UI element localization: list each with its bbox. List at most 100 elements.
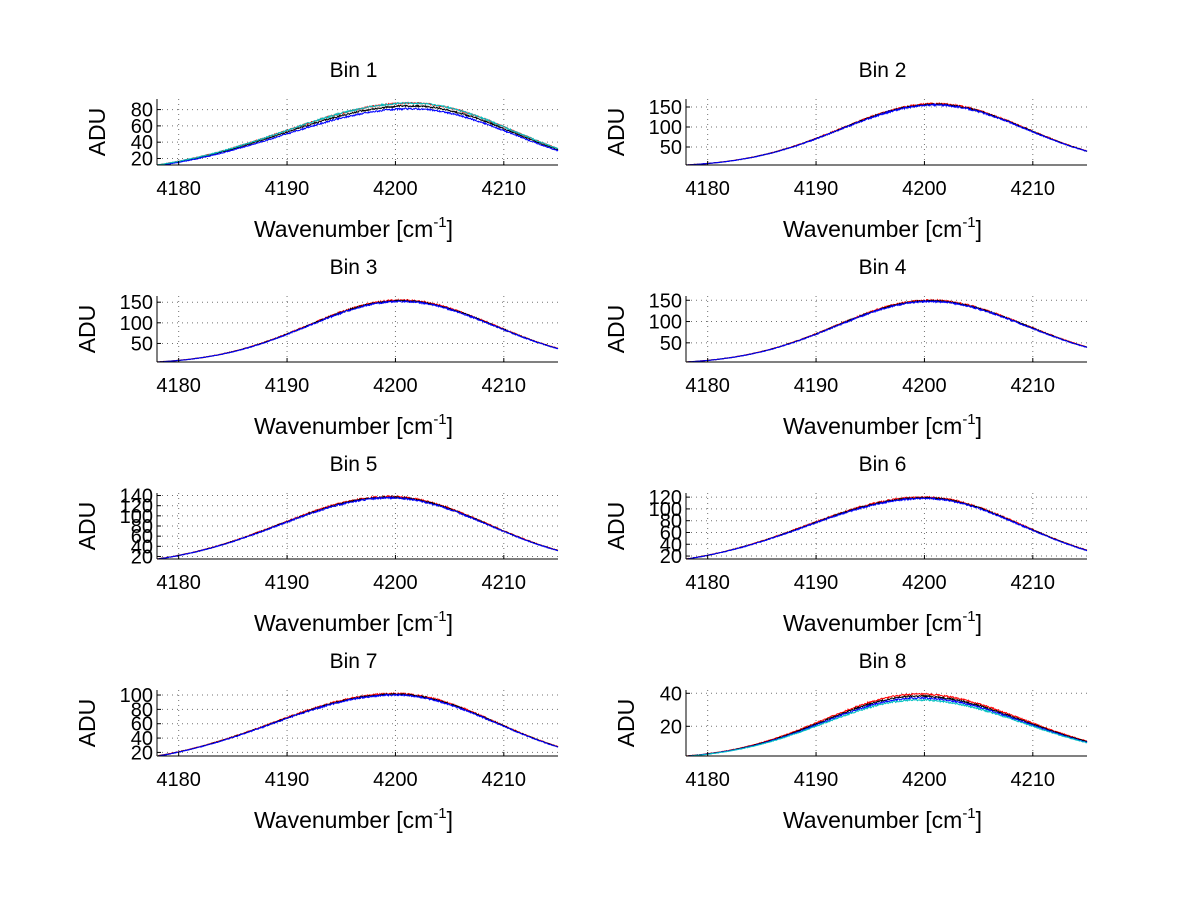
series-line-blue <box>157 693 559 757</box>
x-tick-label: 4210 <box>1011 769 1056 791</box>
x-tick-label: 4200 <box>902 178 947 200</box>
x-axis-label-close: ] <box>976 216 982 242</box>
subplot-title: Bin 1 <box>330 59 378 82</box>
x-tick-label: 4200 <box>902 375 947 397</box>
x-axis-label-close: ] <box>447 216 453 242</box>
subplot-title: Bin 5 <box>330 453 378 476</box>
series-line-black <box>157 104 559 166</box>
x-tick-label: 4190 <box>794 572 839 594</box>
x-tick-label: 4180 <box>685 572 730 594</box>
x-tick-label: 4190 <box>265 375 310 397</box>
x-axis-label-text: Wavenumber [cm <box>783 610 962 636</box>
x-axis-label-text: Wavenumber [cm <box>783 413 962 439</box>
x-axis-label-close: ] <box>976 807 982 833</box>
x-axis-label: Wavenumber [cm-1] <box>783 214 982 242</box>
y-tick-label: 120 <box>120 496 153 518</box>
series-line-blue <box>157 495 559 560</box>
y-axis-label: ADU <box>613 699 639 748</box>
x-axis-label-superscript: -1 <box>433 608 446 625</box>
x-tick-label: 4190 <box>794 375 839 397</box>
subplot-title: Bin 3 <box>330 256 378 279</box>
subplot-title: Bin 7 <box>330 650 378 673</box>
x-axis-label: Wavenumber [cm-1] <box>783 805 982 833</box>
y-tick-label: 40 <box>131 536 153 558</box>
y-tick-label: 40 <box>660 534 682 556</box>
y-axis-label: ADU <box>603 305 629 354</box>
series-line-red <box>685 692 1088 757</box>
x-tick-label: 4180 <box>685 769 730 791</box>
y-tick-label: 100 <box>120 506 153 528</box>
x-axis-label-close: ] <box>976 610 982 636</box>
y-tick-label: 80 <box>660 511 682 533</box>
x-tick-label: 4180 <box>156 178 201 200</box>
x-axis-label: Wavenumber [cm-1] <box>783 608 982 636</box>
y-tick-label: 20 <box>131 148 153 170</box>
y-tick-label: 60 <box>660 522 682 544</box>
y-tick-label: 100 <box>649 499 682 521</box>
x-tick-label: 4190 <box>794 769 839 791</box>
x-axis-label: Wavenumber [cm-1] <box>254 411 453 439</box>
y-axis-label: ADU <box>84 108 110 157</box>
x-axis-label: Wavenumber [cm-1] <box>254 805 453 833</box>
x-tick-label: 4190 <box>794 178 839 200</box>
x-tick-label: 4210 <box>482 178 527 200</box>
series-line-blue <box>685 102 1088 166</box>
subplot-title: Bin 8 <box>859 650 907 673</box>
x-tick-label: 4180 <box>156 769 201 791</box>
y-tick-label: 20 <box>660 716 682 738</box>
x-axis-label-superscript: -1 <box>962 411 975 428</box>
x-axis-label-superscript: -1 <box>433 805 446 822</box>
y-axis-label: ADU <box>74 305 100 354</box>
x-axis-label-text: Wavenumber [cm <box>783 216 962 242</box>
y-tick-label: 150 <box>649 97 682 119</box>
x-axis-label: Wavenumber [cm-1] <box>254 608 453 636</box>
x-axis-label-superscript: -1 <box>962 608 975 625</box>
y-axis-label: ADU <box>603 502 629 551</box>
y-tick-label: 20 <box>131 742 153 764</box>
x-tick-label: 4210 <box>1011 572 1056 594</box>
x-axis-label-close: ] <box>976 413 982 439</box>
y-axis-label: ADU <box>603 108 629 157</box>
x-axis-label-close: ] <box>447 807 453 833</box>
x-tick-label: 4190 <box>265 178 310 200</box>
y-tick-label: 20 <box>131 546 153 568</box>
x-tick-label: 4180 <box>685 178 730 200</box>
series-line-black <box>157 692 559 757</box>
y-tick-label: 50 <box>660 137 682 159</box>
series-line-blue <box>686 497 1088 560</box>
x-tick-label: 4210 <box>482 572 527 594</box>
y-tick-label: 40 <box>131 132 153 154</box>
x-axis-label-superscript: -1 <box>962 214 975 231</box>
y-tick-label: 40 <box>131 728 153 750</box>
x-tick-label: 4200 <box>902 572 947 594</box>
x-axis-label-text: Wavenumber [cm <box>254 413 433 439</box>
series-line-blue <box>156 299 559 363</box>
x-tick-label: 4190 <box>265 572 310 594</box>
y-tick-label: 150 <box>649 290 682 312</box>
x-tick-label: 4210 <box>1011 178 1056 200</box>
x-tick-label: 4210 <box>482 375 527 397</box>
x-axis-label-superscript: -1 <box>962 805 975 822</box>
x-axis-label: Wavenumber [cm-1] <box>783 411 982 439</box>
y-tick-label: 140 <box>120 486 153 508</box>
y-tick-label: 60 <box>131 526 153 548</box>
y-tick-label: 150 <box>120 292 153 314</box>
y-tick-label: 100 <box>120 685 153 707</box>
x-tick-label: 4190 <box>265 769 310 791</box>
y-tick-label: 60 <box>131 714 153 736</box>
series-line-blue <box>157 107 559 166</box>
x-axis-label-close: ] <box>447 610 453 636</box>
subplot-title: Bin 6 <box>859 453 907 476</box>
x-axis-label-superscript: -1 <box>433 411 446 428</box>
x-tick-label: 4200 <box>373 178 418 200</box>
y-tick-label: 20 <box>660 546 682 568</box>
y-tick-label: 100 <box>120 313 153 335</box>
y-tick-label: 50 <box>131 333 153 355</box>
